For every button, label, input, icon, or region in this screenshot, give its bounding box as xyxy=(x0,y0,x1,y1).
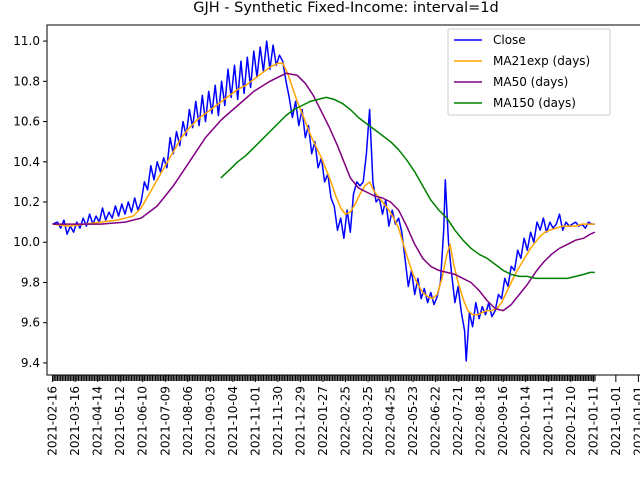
series-layer xyxy=(52,40,596,362)
x-tick-label: 2021-11-30 xyxy=(271,386,285,456)
legend-entry: MA150 (days) xyxy=(493,96,576,110)
plot-frame xyxy=(46,24,640,376)
y-tick-label: 9.8 xyxy=(21,275,40,289)
x-tick-label: 2022-06-22 xyxy=(429,386,443,456)
x-tick-label: 2021-02-16 xyxy=(46,386,60,456)
legend-entry: MA21exp (days) xyxy=(493,54,590,68)
x-tick-label: 2022-04-25 xyxy=(384,386,398,456)
y-tick-label: 10.8 xyxy=(13,74,40,88)
y-tick-label: 11.0 xyxy=(13,34,40,48)
x-tick-label: 2021-01-01 xyxy=(631,386,640,456)
series-line-1 xyxy=(52,62,595,316)
x-tick-label: 2022-03-25 xyxy=(361,386,375,456)
y-tick-label: 10.6 xyxy=(13,115,40,129)
x-tick-label: 2020-10-14 xyxy=(519,386,533,456)
y-tick-label: 10.2 xyxy=(13,195,40,209)
series-line-0 xyxy=(52,40,595,362)
legend-entry: Close xyxy=(493,33,526,47)
x-tick-label: 2021-04-14 xyxy=(91,386,105,456)
x-tick-label: 2022-02-25 xyxy=(339,386,353,456)
x-tick-label: 2022-08-18 xyxy=(474,386,488,456)
x-tick-label: 2021-11-01 xyxy=(248,386,262,456)
legend-box xyxy=(447,28,611,116)
x-tick-label: 2021-01-11 xyxy=(586,386,600,456)
x-tick-label: 2021-10-04 xyxy=(226,386,240,456)
series-line-2 xyxy=(52,72,596,312)
x-tick-label: 2020-11-11 xyxy=(541,386,555,456)
y-tick-label: 9.4 xyxy=(21,356,40,370)
x-tick-label: 2021-09-03 xyxy=(203,386,217,456)
x-tick-label: 2021-12-29 xyxy=(293,386,307,456)
legend: Close MA21exp (days) MA50 (days) MA150 (day… xyxy=(447,28,611,116)
x-tick-label: 2021-08-06 xyxy=(181,386,195,456)
x-tick-label: 2021-05-12 xyxy=(113,386,127,456)
x-tick-label: 2022-07-21 xyxy=(451,386,465,456)
x-tick-label: 2021-06-10 xyxy=(136,386,150,456)
series-line-3 xyxy=(220,96,595,280)
x-tick-label: 2022-01-27 xyxy=(316,386,330,456)
x-tick-label: 2021-01-01 xyxy=(609,386,623,456)
legend-entry: MA50 (days) xyxy=(493,75,568,89)
chart-title: GJH - Synthetic Fixed-Income: interval=1… xyxy=(193,0,498,16)
x-tick-label: 2020-12-10 xyxy=(564,386,578,456)
y-tick-label: 9.6 xyxy=(21,316,40,330)
x-tick-label: 2022-05-23 xyxy=(406,386,420,456)
y-axis: 9.4 9.6 9.8 10.0 10.2 10.4 10.6 10.8 11.0 xyxy=(13,34,47,370)
x-tick-label: 2021-07-09 xyxy=(158,386,172,456)
x-axis: 2021-02-16 2021-03-16 2021-04-14 2021-05-12… xyxy=(46,375,640,456)
x-tick-label: 2020-09-16 xyxy=(496,386,510,456)
y-tick-label: 10.0 xyxy=(13,235,40,249)
x-tick-label: 2021-03-16 xyxy=(68,386,82,456)
y-tick-label: 10.4 xyxy=(13,155,40,169)
